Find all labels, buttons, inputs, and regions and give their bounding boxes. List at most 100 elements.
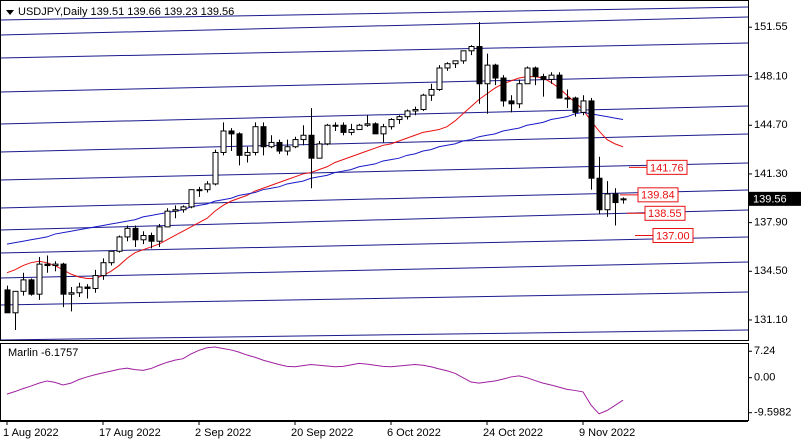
candle-body [20, 279, 27, 292]
candle-body [404, 110, 411, 118]
level-box [644, 205, 686, 221]
level-label: 139.84 [641, 190, 675, 202]
candle-body [332, 124, 339, 127]
candle-body [572, 97, 579, 113]
candle-body [596, 177, 603, 211]
y-tick-label: 0.00 [754, 372, 775, 384]
symbol-marker [6, 10, 14, 15]
candle-body [388, 119, 395, 128]
candle-body [420, 94, 427, 111]
candle-body [348, 129, 355, 133]
candle-body [316, 143, 323, 159]
candle-body [500, 77, 507, 102]
indicator-title: Marlin -6.1757 [8, 347, 78, 359]
candle-body [460, 50, 467, 62]
last-price-box [749, 191, 801, 206]
candle-body [492, 64, 499, 79]
y-tick-label: 151.55 [754, 21, 788, 33]
candle-body [540, 76, 547, 80]
y-tick-label: 141.30 [754, 168, 788, 180]
candle-body [468, 46, 475, 52]
candle-body [300, 134, 307, 141]
last-price-label: 139.56 [753, 194, 787, 206]
x-tick-label: 17 Aug 2022 [99, 427, 161, 439]
indicator-pane-frame [0, 343, 749, 421]
candle-body [180, 206, 187, 211]
candle-body [444, 63, 451, 69]
candle-body [4, 289, 11, 314]
y-tick-label: -9.5982 [754, 407, 791, 419]
candle-body [260, 126, 267, 148]
candle-body [252, 126, 259, 153]
candle-body [620, 198, 627, 201]
candle-body [188, 189, 195, 208]
moving-average [6, 76, 624, 279]
channel-line [0, 329, 749, 341]
channel-line [0, 291, 749, 306]
candle-body [428, 88, 435, 96]
candle-body [516, 83, 523, 105]
x-tick-label: 2 Sep 2022 [195, 427, 251, 439]
candle-body [580, 100, 587, 113]
candle-body [132, 227, 139, 241]
candle-body [172, 209, 179, 212]
candle-body [604, 193, 611, 211]
candle-body [564, 97, 571, 100]
candle-body [612, 193, 619, 204]
channel-line [0, 133, 749, 153]
channel-lines [0, 6, 749, 341]
candle-body [484, 64, 491, 85]
channel-line [0, 6, 749, 21]
candle-body [212, 151, 219, 185]
candle-body [284, 146, 291, 152]
candle-body [276, 141, 283, 152]
candle-body [548, 74, 555, 80]
level-label: 141.76 [650, 162, 684, 174]
channel-line [0, 236, 749, 254]
candle-body [324, 124, 331, 145]
candle-body [476, 46, 483, 85]
chart-title: USDJPY,Daily 139.51 139.66 139.23 139.56 [18, 6, 234, 18]
channel-line [0, 16, 749, 36]
x-tick-label: 6 Oct 2022 [387, 427, 441, 439]
level-box [646, 159, 688, 175]
candle-body [340, 124, 347, 133]
x-tick-label: 9 Nov 2022 [579, 427, 635, 439]
candle-body [244, 151, 251, 156]
candle-body [228, 130, 235, 135]
indicator-line [6, 346, 624, 415]
y-tick-label: 144.70 [754, 119, 788, 131]
candle-body [156, 226, 163, 242]
candle-body [100, 262, 107, 277]
candle-body [148, 234, 155, 242]
candle-body [164, 210, 171, 228]
candle-body [68, 292, 75, 295]
candle-body [452, 60, 459, 65]
candle-body [52, 263, 59, 267]
y-tick-label: 131.10 [754, 314, 788, 326]
candle-body [380, 126, 387, 135]
y-tick-label: 137.90 [754, 217, 788, 229]
main-pane-frame [0, 0, 749, 341]
channel-line [0, 209, 749, 231]
level-box [652, 227, 694, 243]
candle-body [236, 133, 243, 156]
candle-body [196, 189, 203, 192]
candle-body [372, 123, 379, 135]
candle-body [588, 100, 595, 179]
candle-body [412, 109, 419, 112]
moving-average [6, 111, 624, 245]
candle-body [292, 139, 299, 148]
candle-body [92, 275, 99, 289]
candle-body [436, 67, 443, 90]
candle-body [28, 279, 35, 295]
channel-line [0, 42, 749, 59]
candle-body [60, 263, 67, 295]
candle-body [532, 67, 539, 78]
candle-body [12, 290, 19, 314]
x-tick-label: 1 Aug 2022 [3, 427, 59, 439]
candle-body [268, 141, 275, 148]
y-tick-label: 7.24 [754, 345, 775, 357]
